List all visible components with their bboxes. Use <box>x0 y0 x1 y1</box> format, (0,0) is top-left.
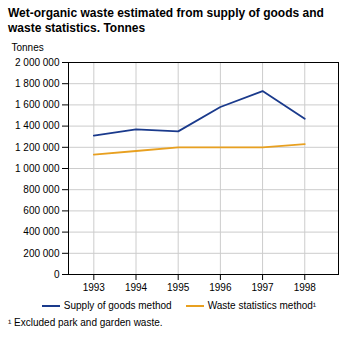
html-text:¹ Excluded park and garden was: ¹ Excluded park and garden waste. <box>8 317 163 328</box>
svg-text:1 600 000: 1 600 000 <box>15 99 60 110</box>
svg-text:1993: 1993 <box>83 282 106 293</box>
html-text:Waste statistics method¹: Waste statistics method¹ <box>207 300 317 311</box>
html-text:Supply of goods method: Supply of goods method <box>63 300 172 311</box>
svg-text:200 000: 200 000 <box>23 248 60 259</box>
svg-text:1997: 1997 <box>251 282 274 293</box>
svg-text:2 000 000: 2 000 000 <box>15 57 60 68</box>
svg-text:1 400 000: 1 400 000 <box>15 120 60 131</box>
svg-text:800 000: 800 000 <box>23 184 60 195</box>
svg-text:Tonnes: Tonnes <box>12 42 44 53</box>
svg-text:1998: 1998 <box>294 282 317 293</box>
svg-text:1 200 000: 1 200 000 <box>15 142 60 153</box>
svg-text:1994: 1994 <box>125 282 148 293</box>
html-text:Wet-organic waste estimated fr: Wet-organic waste estimated from supply … <box>8 6 324 35</box>
svg-text:400 000: 400 000 <box>23 226 60 237</box>
svg-text:1995: 1995 <box>167 282 190 293</box>
svg-text:600 000: 600 000 <box>23 205 60 216</box>
svg-text:1 000 000: 1 000 000 <box>15 163 60 174</box>
svg-text:0: 0 <box>54 269 60 280</box>
svg-text:1 800 000: 1 800 000 <box>15 78 60 89</box>
svg-text:1996: 1996 <box>209 282 232 293</box>
